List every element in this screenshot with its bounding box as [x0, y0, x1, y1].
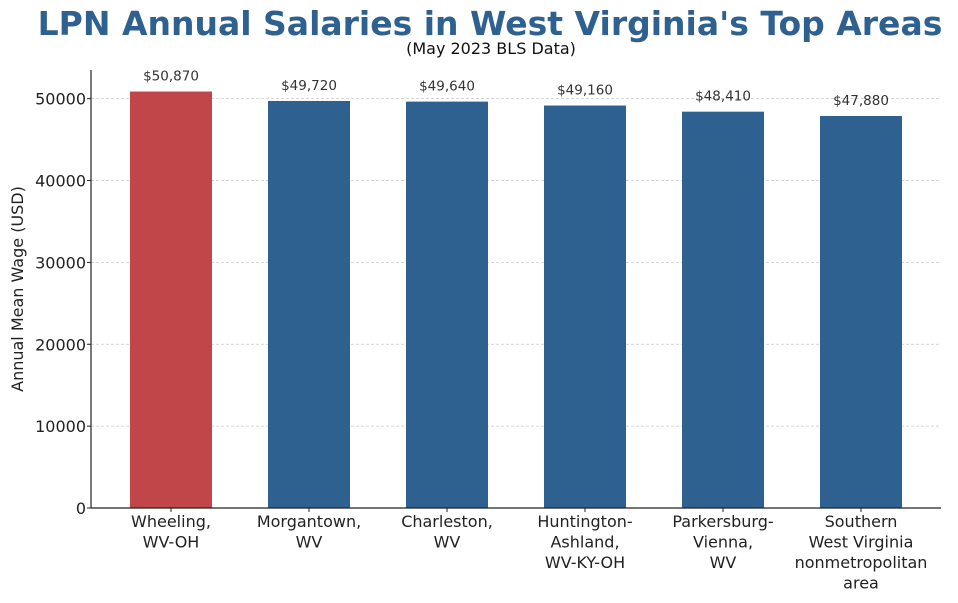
bar: [820, 116, 902, 508]
bar: [268, 100, 350, 509]
bars: [130, 91, 902, 509]
x-ticks: Wheeling, WV-OH Morgantown, WV Charleston, WV…: [131, 508, 927, 593]
y-tick-label: 50000: [35, 90, 86, 109]
x-tick-label: Huntington-Ashland, WV-KY-OH: [537, 512, 632, 572]
bar-value-label: $50,870: [143, 69, 199, 85]
y-ticks: 0 10000 20000 30000 40000 50000: [35, 90, 91, 518]
bar-value-label: $49,720: [281, 78, 337, 94]
y-tick-label: 20000: [35, 335, 86, 354]
x-tick-label: Wheeling, WV-OH: [131, 512, 211, 552]
bar-value-label: $49,640: [419, 79, 475, 95]
bar: [406, 101, 488, 508]
bar-value-label: $47,880: [833, 93, 889, 109]
bar: [544, 105, 626, 508]
x-tick-label: Charleston, WV: [401, 512, 493, 552]
data-labels: $50,870 $49,720 $49,640 $49,160 $48,410 $47,8…: [143, 69, 889, 109]
y-tick-label: 0: [76, 499, 86, 518]
chart-title: LPN Annual Salaries in West Virginia's T…: [37, 4, 943, 43]
chart-subtitle: (May 2023 BLS Data): [406, 39, 576, 58]
x-tick-label: Parkersburg-Vienna, WV: [672, 512, 773, 572]
y-tick-label: 40000: [35, 172, 86, 191]
bar-value-label: $49,160: [557, 83, 613, 99]
bar: [682, 111, 764, 509]
x-tick-label: Southern West Virginia nonmetropolitan area: [795, 512, 928, 593]
bar: [130, 91, 212, 508]
y-tick-label: 10000: [35, 417, 86, 436]
y-axis-label: Annual Mean Wage (USD): [8, 186, 27, 392]
y-tick-label: 30000: [35, 253, 86, 272]
gridlines: [91, 98, 941, 427]
bar-value-label: $48,410: [695, 89, 751, 105]
x-tick-label: Morgantown, WV: [257, 512, 361, 552]
